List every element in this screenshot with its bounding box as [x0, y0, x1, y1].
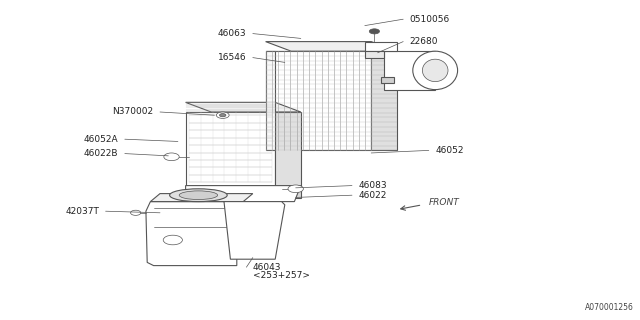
Polygon shape [384, 51, 435, 90]
Text: A070001256: A070001256 [585, 303, 634, 312]
Polygon shape [365, 51, 384, 58]
Polygon shape [266, 42, 397, 51]
Ellipse shape [179, 191, 218, 200]
Text: 22680: 22680 [410, 37, 438, 46]
Circle shape [131, 210, 141, 215]
Ellipse shape [422, 59, 448, 82]
Text: FRONT: FRONT [429, 198, 460, 207]
Polygon shape [266, 51, 371, 150]
Polygon shape [146, 202, 250, 266]
Text: 0510056: 0510056 [410, 15, 450, 24]
Circle shape [163, 235, 182, 245]
Circle shape [164, 153, 179, 161]
Polygon shape [150, 194, 253, 202]
Text: 16546: 16546 [218, 53, 246, 62]
Polygon shape [365, 42, 397, 51]
Text: N370002: N370002 [113, 108, 154, 116]
Polygon shape [224, 202, 285, 259]
Polygon shape [371, 51, 397, 150]
Circle shape [369, 29, 380, 34]
Polygon shape [275, 186, 301, 198]
Polygon shape [186, 186, 301, 202]
Text: 46083: 46083 [358, 181, 387, 190]
Text: 46063: 46063 [218, 29, 246, 38]
Text: 42037T: 42037T [65, 207, 99, 216]
Polygon shape [275, 112, 301, 186]
Circle shape [216, 112, 229, 118]
Polygon shape [381, 77, 394, 83]
Text: 46052A: 46052A [84, 135, 118, 144]
Polygon shape [266, 51, 275, 150]
Polygon shape [186, 102, 301, 112]
Text: 46052: 46052 [435, 146, 464, 155]
Text: 46022B: 46022B [84, 149, 118, 158]
Ellipse shape [413, 51, 458, 90]
Text: 46022: 46022 [358, 191, 387, 200]
Text: <253+257>: <253+257> [253, 271, 310, 280]
Circle shape [288, 185, 303, 193]
Circle shape [220, 114, 226, 117]
Polygon shape [186, 112, 275, 186]
Ellipse shape [170, 189, 227, 202]
Text: 46043: 46043 [253, 263, 282, 272]
